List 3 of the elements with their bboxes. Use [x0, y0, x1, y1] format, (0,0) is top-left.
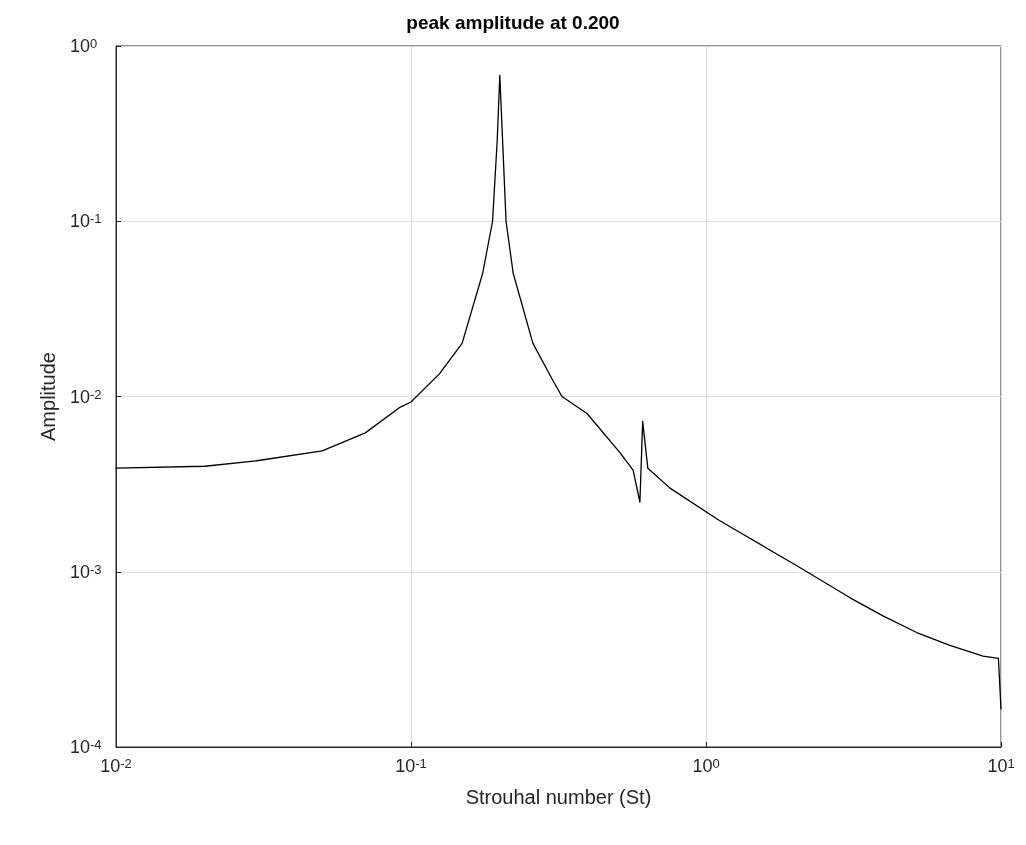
x-axis-title: Strouhal number (St)	[465, 786, 652, 808]
chart-title: peak amplitude at 0.200	[406, 12, 620, 33]
y-axis-title: Amplitude	[37, 352, 59, 441]
